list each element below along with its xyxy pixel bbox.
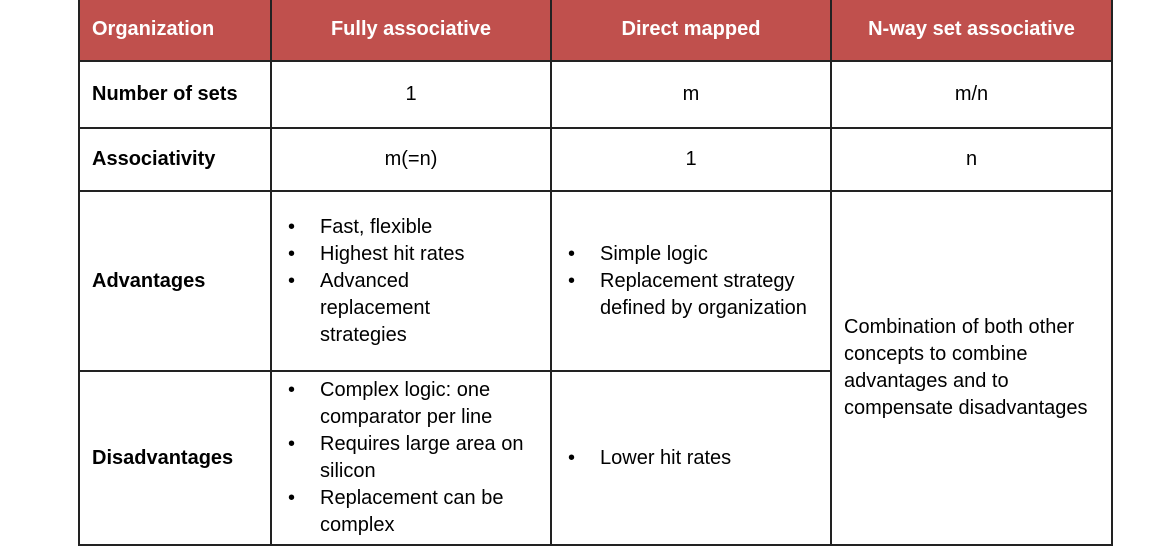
table-row: Disadvantages Complex logic: one compara…	[78, 370, 1112, 546]
row-label: Advantages	[78, 190, 272, 372]
cell: Simple logic Replacement strategy define…	[550, 190, 832, 372]
header-nway: N-way set associative	[830, 0, 1113, 62]
header-organization: Organization	[78, 0, 272, 62]
table-row: Number of sets 1 m m/n	[78, 60, 1113, 129]
list-item: Lower hit rates	[564, 445, 822, 472]
list-item: Fast, flexible	[284, 214, 542, 241]
bullet-list: Simple logic Replacement strategy define…	[564, 241, 822, 322]
list-item: Complex logic: one comparator per line	[284, 377, 542, 431]
cell: 1	[550, 127, 832, 192]
header-row: Organization Fully associative Direct ma…	[78, 0, 1113, 62]
list-item: Highest hit rates	[284, 241, 542, 268]
bullet-list: Complex logic: one comparator per line R…	[284, 377, 542, 539]
cell: m	[550, 60, 832, 129]
table-row: Associativity m(=n) 1 n	[78, 127, 1113, 192]
cell-nway-combined: Combination of both other concepts to co…	[830, 190, 1113, 546]
header-direct-mapped: Direct mapped	[550, 0, 832, 62]
row-label: Number of sets	[78, 60, 272, 129]
table-row: Advantages Fast, flexible Highest hit ra…	[78, 190, 1113, 546]
row-label: Associativity	[78, 127, 272, 192]
list-item: Replacement strategy defined by organiza…	[564, 268, 822, 322]
cell: n	[830, 127, 1113, 192]
row-label: Disadvantages	[78, 370, 272, 546]
cell: Lower hit rates	[550, 370, 832, 546]
cell: m(=n)	[270, 127, 552, 192]
cache-organization-table: Organization Fully associative Direct ma…	[78, 0, 1113, 546]
bullet-list: Lower hit rates	[564, 445, 822, 472]
cell: Complex logic: one comparator per line R…	[270, 370, 552, 546]
bullet-list: Fast, flexible Highest hit rates Advance…	[284, 214, 542, 349]
cell: 1	[270, 60, 552, 129]
header-fully-associative: Fully associative	[270, 0, 552, 62]
list-item: Simple logic	[564, 241, 822, 268]
list-item: Requires large area on silicon	[284, 431, 542, 485]
cell: Fast, flexible Highest hit rates Advance…	[270, 190, 552, 372]
list-item: Advanced replacement strategies	[284, 268, 542, 349]
list-item: Replacement can be complex	[284, 485, 542, 539]
cell: m/n	[830, 60, 1113, 129]
